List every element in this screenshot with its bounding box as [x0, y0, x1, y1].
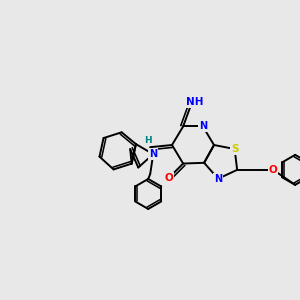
Text: O: O	[165, 172, 173, 182]
Text: N: N	[214, 174, 222, 184]
Text: N: N	[199, 122, 207, 131]
Text: O: O	[269, 165, 278, 175]
Text: S: S	[231, 144, 238, 154]
Text: NH: NH	[186, 98, 204, 107]
Text: H: H	[144, 136, 152, 145]
Text: N: N	[149, 149, 157, 159]
